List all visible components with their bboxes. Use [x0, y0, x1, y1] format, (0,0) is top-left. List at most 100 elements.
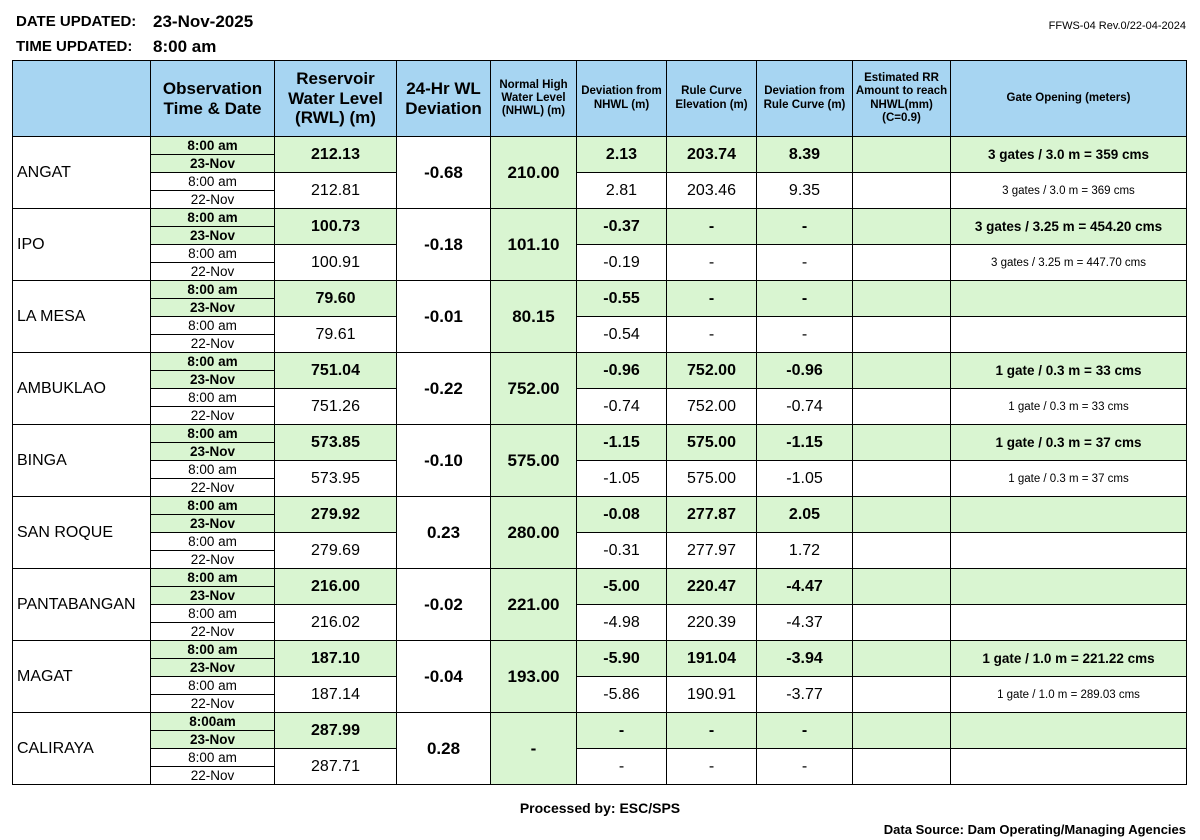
estimated-rr [852, 352, 951, 389]
rwl: 573.85 [274, 424, 397, 461]
deviation-nhwl: -5.86 [576, 676, 667, 713]
deviation-rule-curve: -1.15 [756, 424, 853, 461]
time-label: TIME UPDATED: [16, 38, 133, 55]
deviation-nhwl: -1.05 [576, 460, 667, 497]
estimated-rr [852, 568, 951, 605]
rwl: 212.13 [274, 136, 397, 173]
gate-opening: 1 gate / 1.0 m = 289.03 cms [950, 676, 1187, 713]
table-row: SAN ROQUE 8:00 am 279.92 0.23 280.00 -0.08 277… [12, 496, 1187, 569]
nhwl: 575.00 [490, 424, 577, 497]
obs-time: 8:00 am [150, 352, 275, 371]
obs-date: 23-Nov [150, 370, 275, 389]
gate-opening: 1 gate / 1.0 m = 221.22 cms [950, 640, 1187, 677]
table-row: 23-Nov [13, 658, 1187, 677]
rule-curve: 277.97 [666, 532, 757, 569]
rule-curve: 575.00 [666, 460, 757, 497]
obs-time: 8:00 am [150, 748, 275, 767]
obs-date: 23-Nov [150, 514, 275, 533]
table-row: 23-Nov [13, 514, 1187, 533]
rule-curve: 752.00 [666, 388, 757, 425]
estimated-rr [852, 712, 951, 749]
gate-opening [950, 496, 1187, 533]
gate-opening: 3 gates / 3.0 m = 359 cms [950, 136, 1187, 173]
deviation-nhwl: -0.74 [576, 388, 667, 425]
estimated-rr [852, 172, 951, 209]
wl-deviation-24h: -0.04 [396, 640, 491, 713]
table-row: 8:00 am 287.71- - - [13, 748, 1187, 785]
gate-opening: 1 gate / 0.3 m = 37 cms [950, 460, 1187, 497]
obs-date: 23-Nov [150, 586, 275, 605]
deviation-rule-curve: -3.77 [756, 676, 853, 713]
nhwl: 280.00 [490, 496, 577, 569]
obs-time: 8:00 am [150, 316, 275, 335]
gate-opening [950, 532, 1187, 569]
table-row: 8:00 am 100.91 -0.19- -3 gates / 3.25 m = 4… [13, 244, 1187, 281]
gate-opening: 3 gates / 3.25 m = 447.70 cms [950, 244, 1187, 281]
obs-time: 8:00 am [150, 172, 275, 191]
gate-opening: 1 gate / 0.3 m = 33 cms [950, 352, 1187, 389]
rule-curve: 220.47 [666, 568, 757, 605]
deviation-nhwl: -5.00 [576, 568, 667, 605]
wl-deviation-24h: -0.10 [396, 424, 491, 497]
nhwl: 752.00 [490, 352, 577, 425]
deviation-rule-curve: 9.35 [756, 172, 853, 209]
wl-deviation-24h: -0.22 [396, 352, 491, 425]
table-row: BINGA 8:00 am 573.85 -0.10 575.00 -1.15 575.00… [12, 424, 1187, 497]
estimated-rr [852, 460, 951, 497]
obs-date: 22-Nov [150, 622, 275, 641]
rule-curve: - [666, 316, 757, 353]
dam-name: SAN ROQUE [12, 496, 151, 569]
deviation-rule-curve: - [756, 712, 853, 749]
table-row: 22-Nov [13, 478, 1187, 497]
deviation-nhwl: -0.31 [576, 532, 667, 569]
deviation-rule-curve: 8.39 [756, 136, 853, 173]
table-row: ANGAT 8:00 am 212.13 -0.68 210.00 2.13 203.74 8… [12, 136, 1187, 209]
rule-curve: 752.00 [666, 352, 757, 389]
dam-name: CALIRAYA [12, 712, 151, 785]
table-row: 22-Nov [13, 334, 1187, 353]
wl-deviation-24h: 0.28 [396, 712, 491, 785]
deviation-nhwl: - [576, 748, 667, 785]
gate-opening: 1 gate / 0.3 m = 33 cms [950, 388, 1187, 425]
gate-opening [950, 568, 1187, 605]
dam-name: BINGA [12, 424, 151, 497]
table-row: 23-Nov [13, 154, 1187, 173]
deviation-rule-curve: 2.05 [756, 496, 853, 533]
obs-date: 23-Nov [150, 298, 275, 317]
wl-deviation-24h: -0.01 [396, 280, 491, 353]
deviation-rule-curve: - [756, 280, 853, 317]
date-value: 23-Nov-2025 [153, 12, 254, 31]
obs-date: 23-Nov [150, 658, 275, 677]
rule-curve: - [666, 748, 757, 785]
deviation-nhwl: -0.96 [576, 352, 667, 389]
gate-opening [950, 316, 1187, 353]
obs-date: 22-Nov [150, 766, 275, 785]
table-row: PANTABANGAN 8:00 am 216.00 -0.02 221.00 -5.00… [12, 568, 1187, 641]
rule-curve: 220.39 [666, 604, 757, 641]
table-row: 22-Nov [13, 190, 1187, 209]
header-cell: Deviation from NHWL (m) [576, 60, 667, 137]
rwl: 287.71 [274, 748, 397, 785]
deviation-rule-curve: - [756, 748, 853, 785]
obs-date: 23-Nov [150, 730, 275, 749]
nhwl: 221.00 [490, 568, 577, 641]
data-source: Data Source: Dam Operating/Managing Agen… [883, 822, 1186, 837]
obs-time: 8:00 am [150, 640, 275, 659]
estimated-rr [852, 604, 951, 641]
processed-by: Processed by: ESC/SPS [519, 800, 681, 816]
rule-curve: 190.91 [666, 676, 757, 713]
obs-time: 8:00 am [150, 496, 275, 515]
obs-date: 23-Nov [150, 226, 275, 245]
gate-opening: 3 gates / 3.0 m = 369 cms [950, 172, 1187, 209]
deviation-nhwl: -0.37 [576, 208, 667, 245]
header-cell: Estimated RR Amount to reach NHWL(mm) (C… [852, 60, 951, 137]
table-row: 8:00 am 573.95 -1.05 575.00 -1.05 1 gate / 0.… [13, 460, 1187, 497]
gate-opening: 3 gates / 3.25 m = 454.20 cms [950, 208, 1187, 245]
table-row: IPO 8:00 am 100.73 -0.18 101.10 -0.37- -3 gate… [12, 208, 1187, 281]
obs-date: 22-Nov [150, 334, 275, 353]
estimated-rr [852, 280, 951, 317]
obs-time: 8:00 am [150, 460, 275, 479]
rule-curve: - [666, 244, 757, 281]
dam-name: LA MESA [12, 280, 151, 353]
table-row: MAGAT 8:00 am 187.10 -0.04 193.00 -5.90 191.04… [12, 640, 1187, 713]
